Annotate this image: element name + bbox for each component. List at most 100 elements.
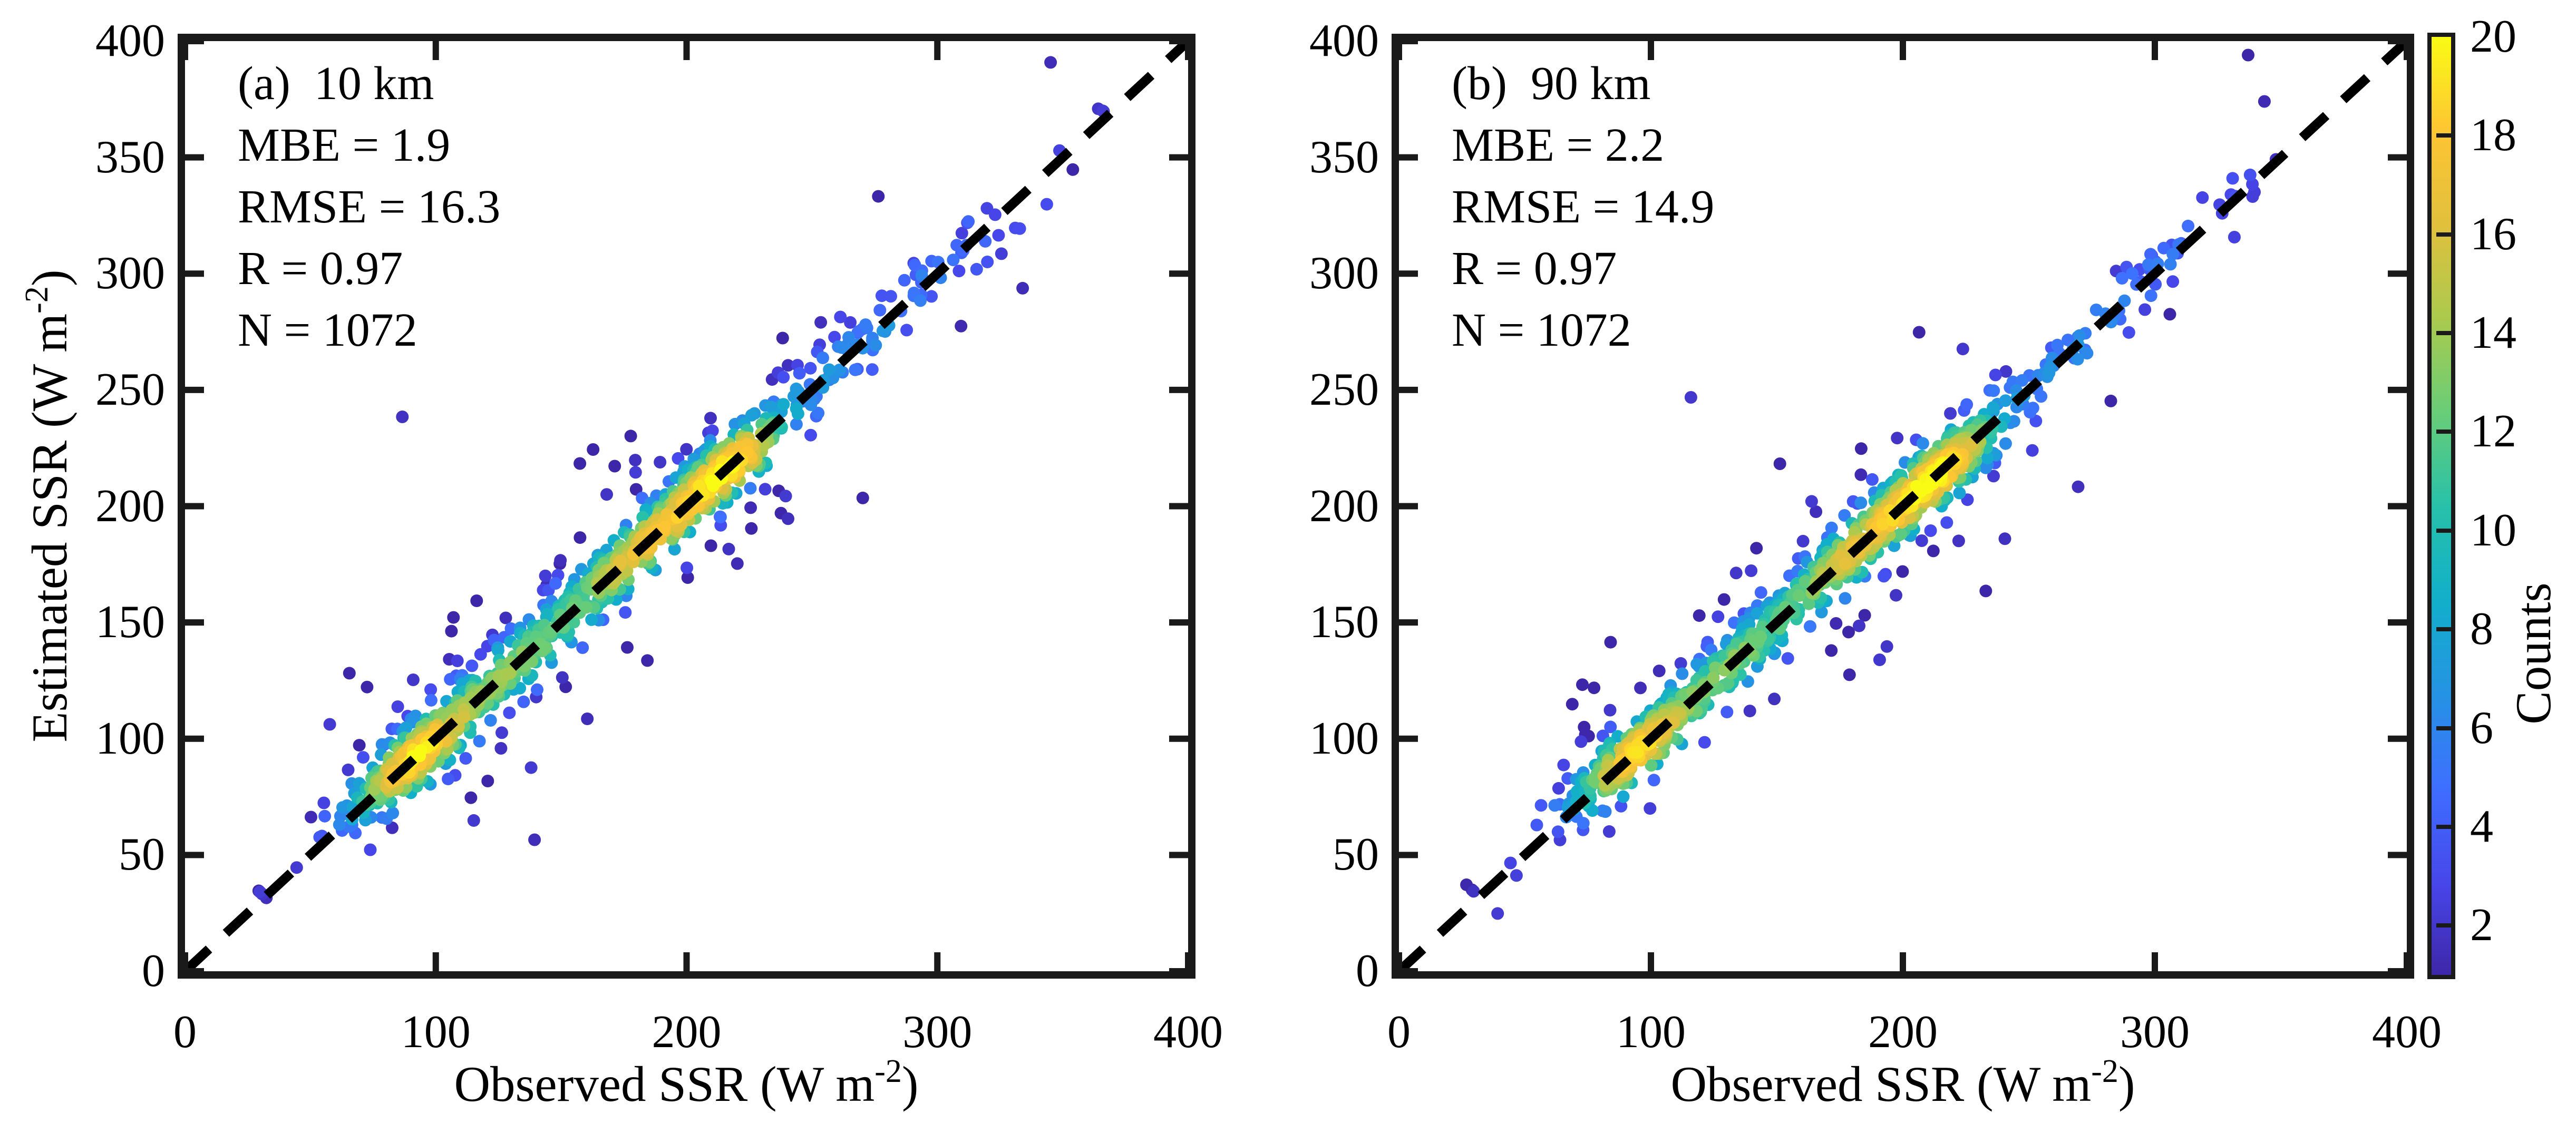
scatter-point (1989, 368, 2002, 382)
scatter-point (1960, 398, 1974, 411)
scatter-point (2166, 248, 2180, 261)
scatter-point (513, 681, 527, 695)
scatter-point (2043, 366, 2056, 379)
scatter-point (981, 256, 994, 268)
scatter-point (1712, 610, 1725, 623)
scatter-point (947, 253, 960, 267)
scatter-point (2196, 191, 2209, 204)
scatter-point (406, 674, 420, 686)
scatter-point (722, 542, 735, 555)
scatter-point (2166, 275, 2180, 288)
scatter-point (873, 304, 887, 317)
scatter-point (681, 571, 694, 584)
scatter-point (1652, 665, 1666, 678)
panel-a-stat-line: R = 0.97 (238, 242, 403, 295)
scatter-point (816, 352, 829, 365)
panel-b-annotation: (b) 90 km MBE = 2.2 RMSE = 14.9 R = 0.97 N =… (1452, 53, 1714, 361)
scatter-point (1838, 509, 1851, 522)
scatter-point (1912, 326, 1926, 339)
scatter-point (1574, 735, 1588, 748)
scatter-point (992, 229, 1005, 242)
scatter-point (1891, 432, 1904, 445)
scatter-point (1830, 617, 1843, 630)
scatter-point (1956, 343, 1969, 356)
panel-b-ytick-label: 0 (1356, 945, 1379, 997)
scatter-point (833, 364, 846, 376)
scatter-point (765, 401, 778, 414)
scatter-point (2081, 347, 2094, 360)
scatter-point (759, 483, 772, 496)
scatter-point (1750, 542, 1763, 555)
scatter-point (621, 641, 634, 654)
scatter-point (386, 821, 398, 834)
scatter-point (1979, 461, 1992, 474)
scatter-point (1743, 705, 1756, 718)
scatter-point (1745, 564, 1758, 577)
scatter-point (790, 402, 803, 415)
scatter-point (804, 428, 817, 442)
scatter-point (1781, 652, 1794, 665)
scatter-point (1510, 869, 1523, 882)
scatter-point (474, 648, 487, 661)
scatter-point (681, 561, 694, 574)
scatter-point (1674, 657, 1687, 670)
scatter-point (744, 482, 757, 495)
scatter-point (866, 363, 879, 376)
panel-a-xtick-label: 200 (652, 1007, 722, 1058)
scatter-point (1720, 706, 1734, 719)
scatter-point (464, 791, 478, 804)
scatter-point (481, 775, 494, 787)
scatter-point (731, 557, 744, 570)
scatter-point (2226, 172, 2239, 185)
scatter-point (1805, 495, 1818, 508)
scatter-point (1634, 681, 1647, 695)
xlabel-a-sup: -2 (874, 1053, 902, 1089)
scatter-point (495, 726, 508, 739)
scatter-point (517, 695, 530, 708)
colorbar-tick (2436, 528, 2451, 533)
scatter-point (629, 454, 642, 467)
scatter-point (704, 539, 717, 552)
scatter-point (580, 601, 593, 614)
scatter-point (788, 390, 800, 403)
scatter-point (1530, 818, 1543, 832)
scatter-point (1467, 885, 1480, 898)
panel-a-ytick-label: 200 (95, 480, 165, 532)
scatter-point (1707, 671, 1720, 685)
scatter-point (1896, 565, 1909, 578)
scatter-point (396, 411, 409, 423)
scatter-point (1693, 609, 1706, 622)
scatter-point (465, 659, 479, 672)
scatter-point (745, 408, 758, 422)
scatter-point (2144, 248, 2157, 261)
colorbar-tick-label: 18 (2470, 110, 2516, 161)
scatter-point (1603, 704, 1617, 717)
scatter-point (1865, 473, 1879, 486)
scatter-point (776, 331, 789, 345)
scatter-point (869, 339, 882, 352)
scatter-point (1504, 856, 1517, 870)
scatter-point (2142, 258, 2155, 271)
scatter-point (745, 522, 758, 535)
scatter-point (491, 644, 504, 657)
scatter-point (399, 721, 412, 735)
colorbar-tick (2436, 133, 2451, 138)
panel-b-ytick-label: 50 (1333, 829, 1379, 881)
xlabel-b-sup: -2 (2091, 1053, 2118, 1089)
scatter-point (1576, 678, 1589, 691)
scatter-point (1987, 401, 2000, 414)
scatter-point (2163, 308, 2176, 321)
scatter-point (1944, 407, 1957, 420)
scatter-point (828, 330, 841, 344)
scatter-point (790, 418, 803, 431)
xlabel-b-close: ) (2118, 1056, 2135, 1112)
scatter-point (624, 430, 637, 443)
colorbar-tick (2436, 430, 2451, 434)
scatter-point (1676, 667, 1689, 680)
scatter-point (1981, 452, 1994, 465)
scatter-point (2118, 294, 2131, 307)
scatter-point (2228, 231, 2241, 243)
panel-a-stat-line: (a) 10 km (238, 57, 434, 110)
scatter-point (2071, 353, 2084, 366)
